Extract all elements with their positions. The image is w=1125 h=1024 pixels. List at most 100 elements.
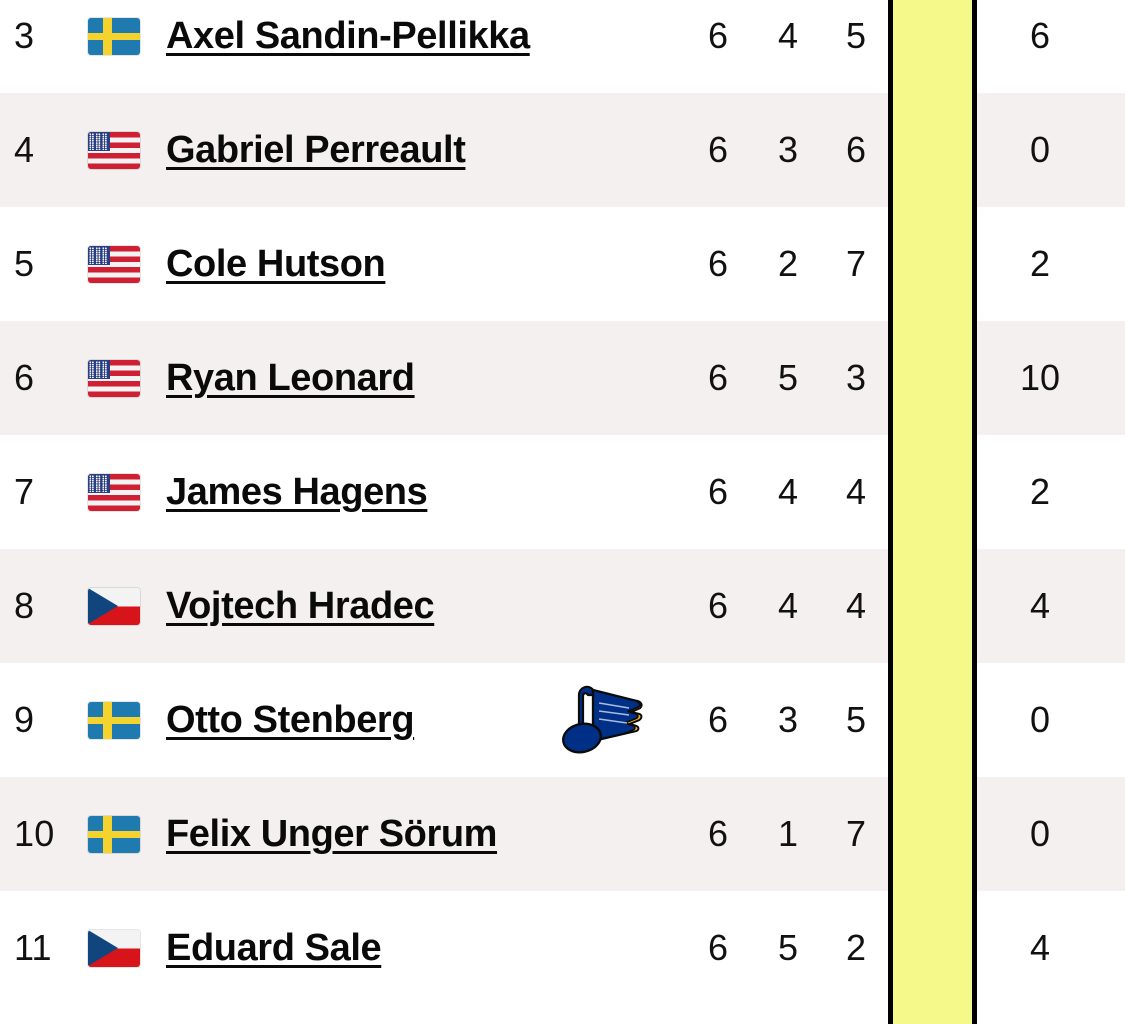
goals-cell: 5: [777, 927, 799, 968]
goals-cell: 4: [777, 585, 799, 626]
player-cell: James Hagens: [162, 470, 428, 514]
flag-czechia-icon: [88, 587, 140, 625]
player-name-link[interactable]: Vojtech Hradec: [166, 584, 435, 627]
country-cell: [88, 815, 162, 853]
country-cell: [88, 701, 162, 739]
table-row[interactable]: 6 Ryan Leonard 6 5 3 8 10: [0, 321, 1125, 435]
rank-cell: 10: [14, 813, 55, 854]
points-cell: 8: [922, 357, 943, 398]
country-cell: [88, 17, 162, 55]
flag-sweden-icon: [88, 17, 140, 55]
penalty-minutes-cell: 6: [1029, 15, 1051, 56]
flag-sweden-icon: [88, 701, 140, 739]
player-name-link[interactable]: Felix Unger Sörum: [166, 812, 498, 855]
assists-cell: 2: [845, 927, 867, 968]
player-name-link[interactable]: Ryan Leonard: [166, 356, 415, 399]
country-cell: [88, 245, 162, 283]
penalty-minutes-cell: 4: [1029, 927, 1051, 968]
flag-usa-icon: [88, 473, 140, 511]
rank-cell: 5: [14, 243, 35, 284]
player-cell: Vojtech Hradec: [162, 584, 435, 628]
assists-cell: 6: [845, 129, 867, 170]
player-name-link[interactable]: Otto Stenberg: [166, 698, 415, 741]
country-cell: [88, 587, 162, 625]
country-cell: [88, 359, 162, 397]
points-cell: 9: [922, 129, 943, 170]
st-louis-blues-logo: [561, 685, 643, 754]
goals-cell: 1: [777, 813, 799, 854]
games-played-cell: 6: [707, 243, 729, 284]
player-cell: Ryan Leonard: [162, 357, 415, 400]
player-name-link[interactable]: James Hagens: [166, 470, 428, 513]
table-row[interactable]: 11 Eduard Sale 6 5 2 7 4: [0, 891, 1125, 1005]
games-played-cell: 6: [707, 129, 729, 170]
games-played-cell: 6: [707, 471, 729, 512]
player-cell: Eduard Sale: [162, 926, 382, 970]
table-row[interactable]: 7 James Hagens 6 4 4 8 2: [0, 435, 1125, 549]
country-cell: [88, 929, 162, 967]
assists-cell: 7: [845, 243, 867, 284]
points-cell: 9: [922, 243, 943, 284]
games-played-cell: 6: [707, 357, 729, 398]
country-cell: [88, 473, 162, 511]
penalty-minutes-cell: 0: [1029, 813, 1051, 854]
team-cell: [556, 891, 648, 1005]
team-cell[interactable]: [556, 663, 648, 777]
player-cell: Axel Sandin-Pellikka: [162, 15, 530, 58]
penalty-minutes-cell: 2: [1029, 471, 1051, 512]
player-name-link[interactable]: Eduard Sale: [166, 926, 382, 969]
country-cell: [88, 131, 162, 169]
flag-czechia-icon: [88, 929, 140, 967]
assists-cell: 4: [845, 471, 867, 512]
player-cell: Gabriel Perreault: [162, 128, 466, 172]
player-cell: Felix Unger Sörum: [162, 813, 497, 856]
rank-cell: 3: [14, 15, 35, 56]
points-cell: 8: [922, 471, 943, 512]
table-row[interactable]: 9 Otto Stenberg 6 3 5 8 0: [0, 663, 1125, 777]
table-row[interactable]: 8 Vojtech Hradec 6 4 4 8 4: [0, 549, 1125, 663]
table-row[interactable]: 4 Gabriel Perreault 6 3 6 9 0: [0, 93, 1125, 207]
player-cell: Otto Stenberg: [162, 698, 415, 742]
penalty-minutes-cell: 0: [1029, 699, 1051, 740]
goals-cell: 3: [777, 699, 799, 740]
player-name-link[interactable]: Gabriel Perreault: [166, 128, 466, 171]
assists-cell: 3: [845, 357, 867, 398]
team-cell: [556, 0, 648, 93]
assists-cell: 5: [845, 15, 867, 56]
rank-cell: 8: [14, 585, 35, 626]
games-played-cell: 6: [707, 15, 729, 56]
team-cell: [556, 93, 648, 207]
games-played-cell: 6: [707, 585, 729, 626]
goals-cell: 5: [777, 357, 799, 398]
goals-cell: 4: [777, 15, 799, 56]
player-name-link[interactable]: Axel Sandin-Pellikka: [166, 14, 530, 57]
team-cell: [556, 207, 648, 321]
player-name-link[interactable]: Cole Hutson: [166, 242, 386, 285]
games-played-cell: 6: [707, 927, 729, 968]
team-cell: [556, 549, 648, 663]
goals-cell: 4: [777, 471, 799, 512]
games-played-cell: 6: [707, 813, 729, 854]
rank-cell: 7: [14, 471, 35, 512]
rank-cell: 11: [14, 927, 52, 968]
team-cell: [556, 435, 648, 549]
rank-cell: 6: [14, 357, 35, 398]
team-cell: [556, 777, 648, 891]
player-cell: Cole Hutson: [162, 242, 386, 286]
table-row[interactable]: 10 Felix Unger Sörum 6 1 7 8 0: [0, 777, 1125, 891]
rank-cell: 9: [14, 699, 35, 740]
penalty-minutes-cell: 2: [1029, 243, 1051, 284]
table-row[interactable]: 5 Cole Hutson 6 2 7 9 2: [0, 207, 1125, 321]
penalty-minutes-cell: 10: [1019, 357, 1061, 398]
team-cell: [556, 321, 648, 435]
goals-cell: 2: [777, 243, 799, 284]
points-cell: 8: [922, 585, 943, 626]
penalty-minutes-cell: 4: [1029, 585, 1051, 626]
assists-cell: 5: [845, 699, 867, 740]
table-row[interactable]: 3 Axel Sandin-Pellikka 6 4 5 9 6: [0, 0, 1125, 93]
penalty-minutes-cell: 0: [1029, 129, 1051, 170]
points-cell: 8: [922, 699, 943, 740]
points-cell: 8: [922, 813, 943, 854]
flag-usa-icon: [88, 131, 140, 169]
